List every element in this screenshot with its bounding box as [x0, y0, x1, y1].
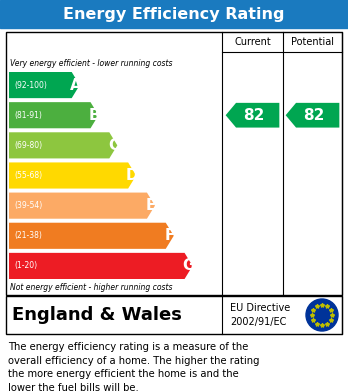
Text: F: F	[165, 228, 175, 243]
Polygon shape	[9, 193, 155, 219]
Text: (1-20): (1-20)	[14, 262, 37, 271]
Text: The energy efficiency rating is a measure of the
overall efficiency of a home. T: The energy efficiency rating is a measur…	[8, 342, 260, 391]
Text: (21-38): (21-38)	[14, 231, 42, 240]
Polygon shape	[226, 103, 279, 127]
Text: E: E	[146, 198, 156, 213]
Polygon shape	[9, 223, 174, 249]
Text: (55-68): (55-68)	[14, 171, 42, 180]
Text: 82: 82	[243, 108, 265, 123]
Polygon shape	[9, 132, 117, 158]
Text: Energy Efficiency Rating: Energy Efficiency Rating	[63, 7, 285, 22]
Polygon shape	[286, 103, 339, 127]
Polygon shape	[9, 102, 98, 128]
Polygon shape	[9, 72, 80, 98]
Polygon shape	[9, 162, 136, 188]
Text: Not energy efficient - higher running costs: Not energy efficient - higher running co…	[10, 283, 173, 292]
Text: B: B	[89, 108, 100, 123]
Text: (92-100): (92-100)	[14, 81, 47, 90]
Text: A: A	[70, 77, 81, 93]
Text: Potential: Potential	[291, 37, 334, 47]
Text: C: C	[108, 138, 119, 153]
Bar	[0, 0, 348, 28]
Circle shape	[306, 299, 338, 331]
Text: (69-80): (69-80)	[14, 141, 42, 150]
Text: Very energy efficient - lower running costs: Very energy efficient - lower running co…	[10, 59, 173, 68]
Text: G: G	[182, 258, 195, 273]
Bar	[6, 296, 342, 334]
Text: Current: Current	[234, 37, 271, 47]
Bar	[6, 32, 342, 295]
Text: England & Wales: England & Wales	[12, 306, 182, 324]
Text: EU Directive
2002/91/EC: EU Directive 2002/91/EC	[230, 303, 290, 326]
Text: (81-91): (81-91)	[14, 111, 42, 120]
Text: D: D	[126, 168, 139, 183]
Polygon shape	[9, 253, 192, 279]
Text: (39-54): (39-54)	[14, 201, 42, 210]
Text: 82: 82	[303, 108, 325, 123]
